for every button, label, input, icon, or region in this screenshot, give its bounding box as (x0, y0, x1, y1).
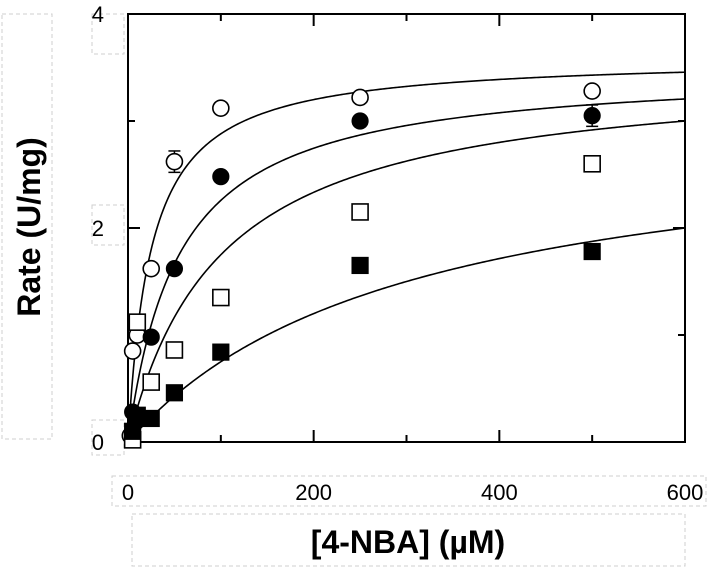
data-point-filled-circle (351, 112, 369, 130)
data-point-open-square (351, 203, 369, 221)
x-tick-label: 0 (122, 480, 134, 505)
fit-curve-filled-circle (127, 98, 686, 443)
y-tick-label: 0 (92, 430, 104, 455)
data-point-open-square (583, 155, 601, 173)
y-tick-label: 2 (92, 216, 104, 241)
y-axis-title: Rate (U/mg) (11, 137, 47, 317)
data-point-filled-square (212, 343, 230, 361)
data-point-filled-square (165, 384, 184, 402)
fit-curve-open-circle (127, 71, 686, 443)
y-tick-label: 4 (92, 2, 104, 27)
ylabel-frame (1, 13, 53, 440)
data-point-filled-circle (212, 168, 230, 186)
data-point-open-circle (165, 152, 184, 171)
plot-frame (127, 13, 686, 443)
data-point-open-square (212, 288, 230, 307)
data-point-filled-square (124, 422, 142, 440)
data-point-filled-circle (583, 107, 601, 125)
ytick-frame-mid (91, 204, 125, 246)
ytick-frame-top (91, 13, 125, 55)
data-point-open-circle (123, 342, 142, 360)
data-point-filled-square (583, 242, 601, 261)
x-tick-label: 400 (481, 480, 518, 505)
fit-curve-filled-square (127, 227, 686, 443)
data-point-open-square (165, 341, 184, 359)
data-point-open-circle (583, 82, 601, 100)
data-point-open-circle (351, 88, 369, 107)
data-point-filled-circle (165, 260, 184, 278)
x-tick-label: 200 (295, 480, 332, 505)
data-point-open-circle (212, 99, 230, 117)
fit-curve-open-square (127, 120, 686, 443)
x-tick-label: 600 (667, 480, 704, 505)
data-point-open-square (128, 313, 147, 331)
data-point-filled-circle (142, 328, 160, 346)
data-point-open-square (142, 373, 161, 391)
data-point-filled-square (142, 409, 160, 428)
data-point-open-circle (142, 259, 161, 278)
x-axis-title: [4-NBA] (µM) (311, 524, 505, 560)
xlabel-frame (131, 513, 686, 567)
data-point-filled-square (351, 256, 369, 275)
xtick-frame (111, 475, 707, 507)
